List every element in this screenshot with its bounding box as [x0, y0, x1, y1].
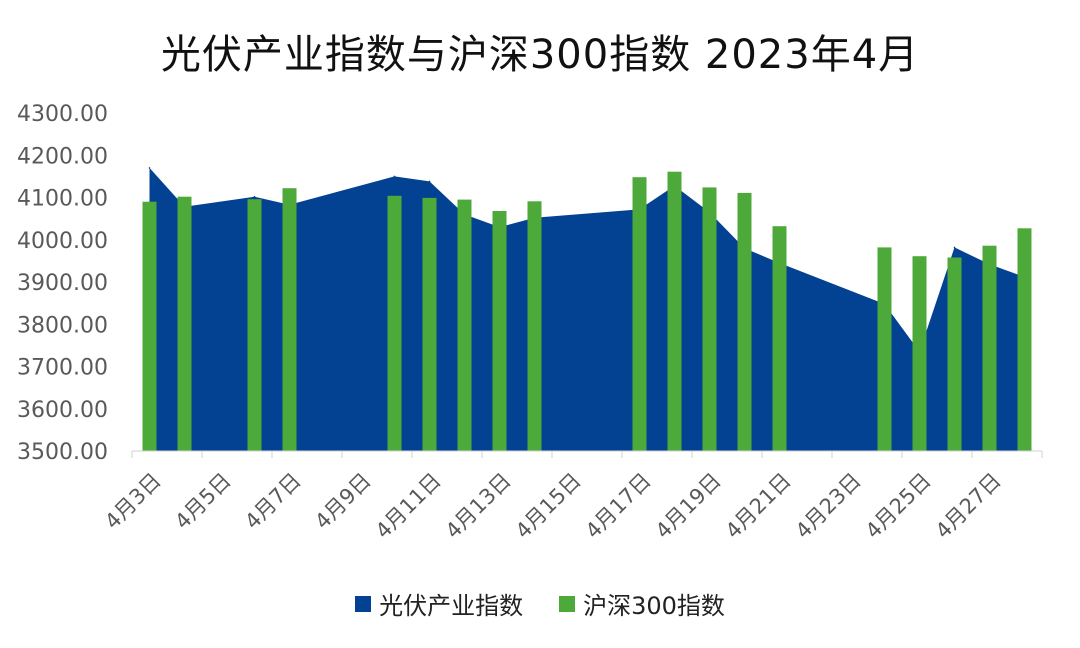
x-tick-label: 4月27日: [931, 468, 1006, 543]
bar: [177, 196, 192, 451]
x-tick-label: 4月25日: [861, 468, 936, 543]
chart-title: 光伏产业指数与沪深300指数 2023年4月: [160, 32, 920, 78]
x-tick-label: 4月9日: [310, 468, 376, 534]
bar: [387, 195, 402, 451]
x-tick-label: 4月3日: [100, 468, 166, 534]
y-tick-label: 4200.00: [17, 144, 108, 169]
y-tick-label: 3700.00: [17, 356, 108, 381]
legend-item-bar: 沪深300指数: [559, 586, 725, 621]
bar: [282, 188, 297, 451]
bar: [912, 256, 927, 451]
bar: [632, 177, 647, 451]
legend-label-bar: 沪深300指数: [583, 592, 725, 620]
y-tick-label: 4000.00: [17, 229, 108, 254]
x-axis-labels: 4月3日 4月5日 4月7日 4月9日4月11日4月13日4月15日4月17日4月19…: [100, 468, 1006, 543]
area-point: [253, 195, 256, 198]
y-axis-labels: 3500.00 3600.00 3700.00 3800.00 3900.00 4000.…: [17, 102, 108, 465]
x-tick-label: 4月19日: [651, 468, 726, 543]
x-tick-label: 4月21日: [721, 468, 796, 543]
y-tick-label: 4100.00: [17, 187, 108, 212]
bar: [457, 199, 472, 451]
bar: [1017, 228, 1032, 451]
bar: [247, 199, 262, 451]
area-point: [148, 167, 151, 169]
legend-swatch-bar: [559, 595, 576, 612]
area-series-fill: [149, 167, 1025, 451]
x-tick-label: 4月15日: [511, 468, 586, 543]
area-point: [393, 175, 396, 178]
x-tick-label: 4月17日: [581, 468, 656, 543]
x-tick-label: 4月13日: [441, 468, 516, 543]
bar: [702, 187, 717, 451]
legend-label-area: 光伏产业指数: [379, 592, 524, 620]
x-tick-label: 4月5日: [170, 468, 236, 534]
area-point: [953, 246, 956, 249]
area-point: [428, 180, 431, 183]
axis-layer: [131, 450, 1043, 458]
x-tick-label: 4月23日: [791, 468, 866, 543]
area-layer: [148, 167, 1026, 451]
bar: [737, 192, 752, 451]
bar-layer: [142, 171, 1032, 451]
bar: [492, 211, 507, 451]
bar: [422, 197, 437, 451]
bar: [982, 245, 997, 451]
y-tick-label: 3800.00: [17, 313, 108, 338]
x-tick-label: 4月7日: [240, 468, 306, 534]
bar: [667, 171, 682, 451]
y-tick-label: 3900.00: [17, 271, 108, 296]
bar: [772, 226, 787, 451]
bar: [527, 201, 542, 451]
bar: [877, 247, 892, 451]
x-tick-label: 4月11日: [371, 468, 446, 543]
y-tick-label: 3600.00: [17, 398, 108, 423]
y-tick-label: 4300.00: [17, 102, 108, 127]
y-tick-label: 3500.00: [17, 440, 108, 465]
bar: [142, 201, 157, 451]
legend: 光伏产业指数 沪深300指数: [0, 586, 1080, 621]
legend-swatch-area: [355, 595, 372, 612]
bar: [947, 257, 962, 451]
legend-item-area: 光伏产业指数: [355, 586, 523, 621]
